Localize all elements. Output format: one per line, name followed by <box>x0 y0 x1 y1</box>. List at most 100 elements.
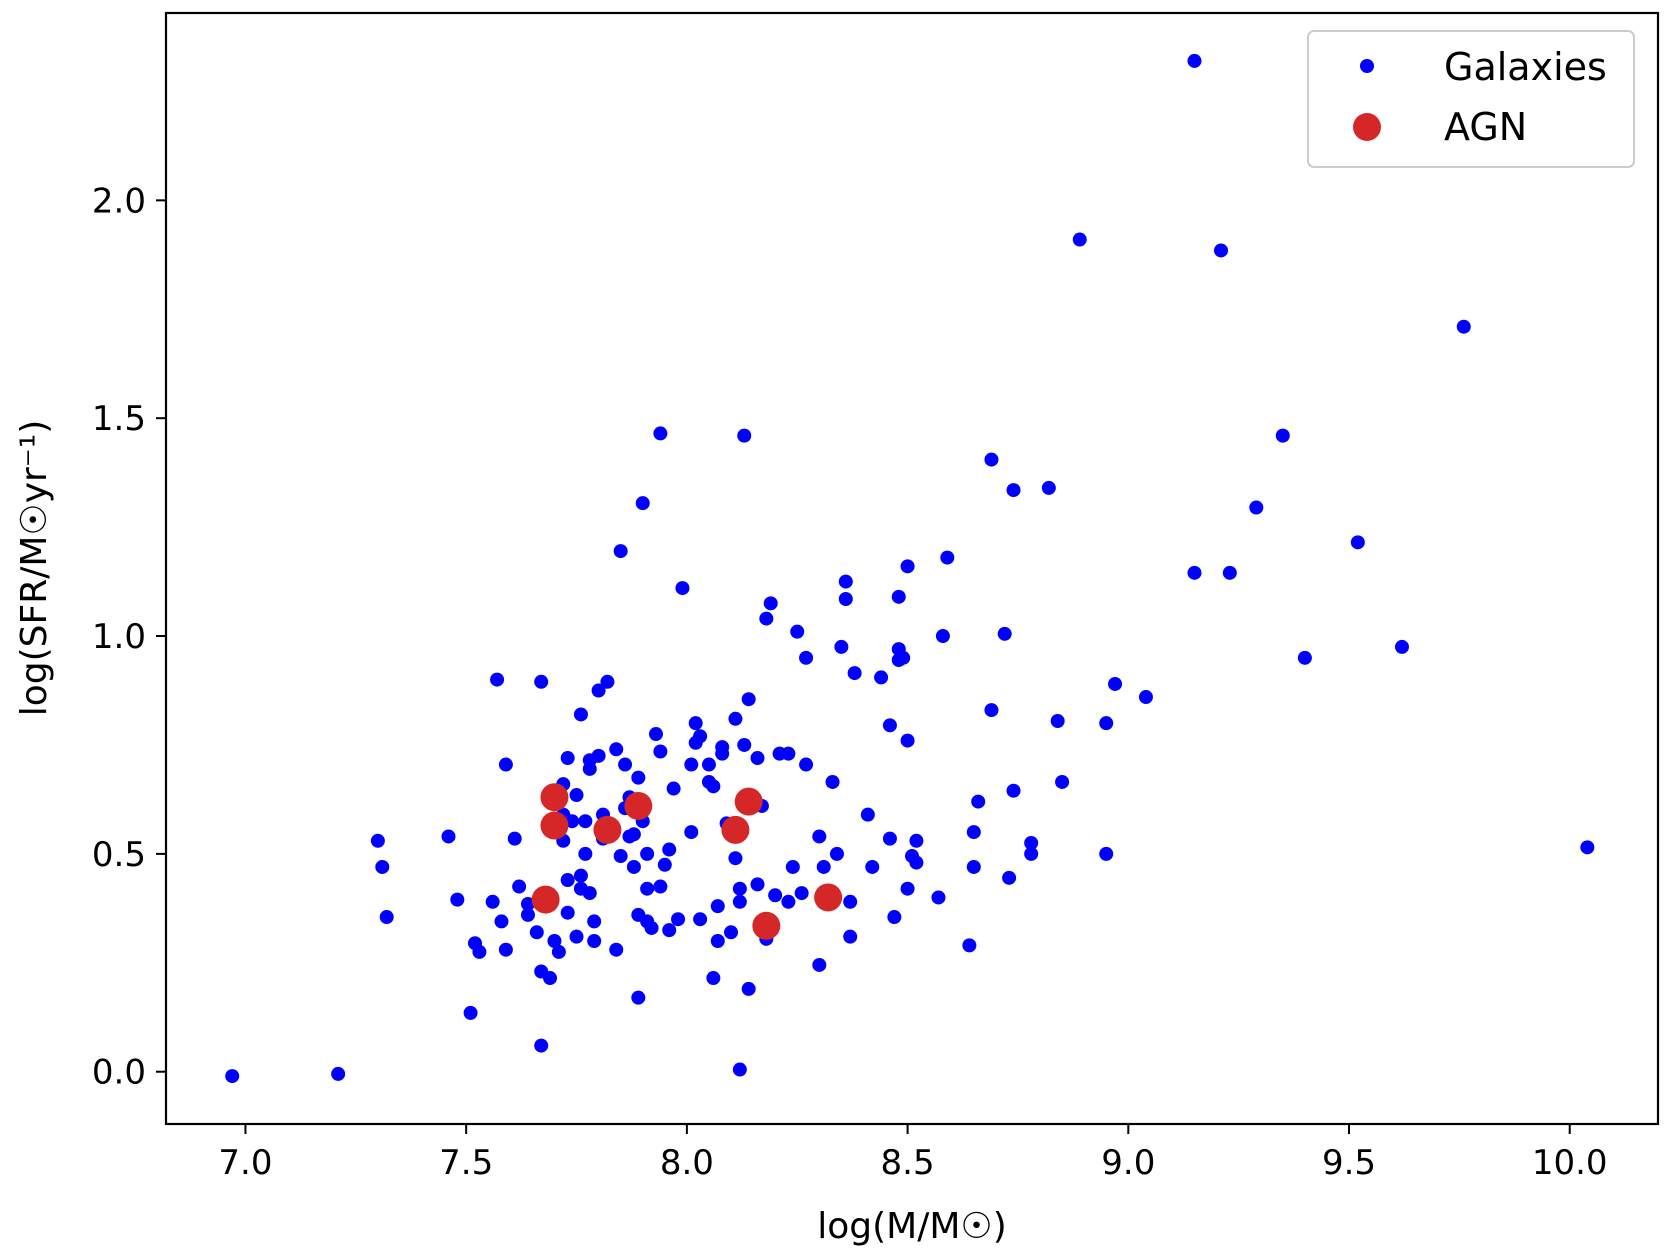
galaxy-point <box>984 703 999 718</box>
galaxy-point <box>710 934 725 949</box>
galaxy-point <box>710 899 725 914</box>
galaxy-point <box>547 934 562 949</box>
galaxy-point <box>609 742 624 757</box>
galaxy-point <box>728 711 743 726</box>
galaxy-point <box>997 626 1012 641</box>
galaxy-point <box>1138 690 1153 705</box>
galaxy-point <box>507 831 522 846</box>
galaxy-point <box>1024 846 1039 861</box>
galaxy-point <box>534 1038 549 1053</box>
galaxy-point <box>1213 243 1228 258</box>
galaxy-point <box>838 591 853 606</box>
galaxy-point <box>600 674 615 689</box>
galaxy-point <box>896 650 911 665</box>
galaxy-point <box>1099 846 1114 861</box>
galaxy-point <box>494 914 509 929</box>
galaxy-point <box>582 886 597 901</box>
galaxy-point <box>931 890 946 905</box>
galaxy-point <box>971 794 986 809</box>
galaxy-point <box>1187 53 1202 68</box>
galaxy-point <box>737 737 752 752</box>
x-tick-label: 10.0 <box>1532 1143 1608 1183</box>
galaxy-point <box>759 611 774 626</box>
galaxy-point <box>640 846 655 861</box>
galaxy-point <box>900 559 915 574</box>
galaxy-point <box>379 910 394 925</box>
galaxy-point <box>701 757 716 772</box>
galaxy-point <box>375 859 390 874</box>
galaxy-point <box>1024 835 1039 850</box>
galaxy-point <box>812 829 827 844</box>
galaxy-point <box>560 873 575 888</box>
galaxy-point <box>573 868 588 883</box>
galaxy-point <box>684 757 699 772</box>
galaxy-point <box>838 574 853 589</box>
galaxy-point <box>882 831 897 846</box>
x-tick-label: 8.0 <box>660 1143 714 1183</box>
galaxy-point <box>843 929 858 944</box>
galaxy-point <box>763 596 778 611</box>
galaxy-point <box>613 544 628 559</box>
galaxy-point <box>737 428 752 443</box>
galaxy-point <box>635 496 650 511</box>
galaxy-point <box>940 550 955 565</box>
galaxy-point <box>666 781 681 796</box>
galaxy-point <box>560 905 575 920</box>
galaxy-point <box>750 751 765 766</box>
galaxy-point <box>812 957 827 972</box>
galaxy-point <box>732 1062 747 1077</box>
legend: Galaxies AGN <box>1307 30 1635 168</box>
galaxy-point <box>331 1066 346 1081</box>
galaxy-point <box>613 849 628 864</box>
galaxy-point <box>1099 716 1114 731</box>
galaxy-point <box>882 718 897 733</box>
galaxy-point <box>512 879 527 894</box>
agn-point <box>624 791 653 820</box>
legend-agn-marker <box>1353 113 1381 141</box>
y-axis-ticks: 0.0 0.5 1.0 1.5 2.0 <box>92 181 166 1093</box>
galaxy-point <box>860 807 875 822</box>
galaxy-point <box>498 757 513 772</box>
galaxy-point <box>865 859 880 874</box>
galaxy-point <box>662 842 677 857</box>
galaxy-point <box>569 929 584 944</box>
galaxy-point <box>768 888 783 903</box>
galaxy-point <box>591 683 606 698</box>
agn-point <box>721 815 750 844</box>
galaxy-point <box>560 751 575 766</box>
galaxy-point <box>829 846 844 861</box>
plot-frame <box>164 11 1660 1126</box>
galaxy-point <box>693 912 708 927</box>
galaxies-series <box>225 53 1595 1084</box>
galaxy-point <box>732 881 747 896</box>
agn-series <box>531 783 843 940</box>
galaxy-point <box>640 881 655 896</box>
galaxy-point <box>370 833 385 848</box>
galaxy-point <box>534 674 549 689</box>
galaxy-point <box>1249 500 1264 515</box>
galaxy-point <box>441 829 456 844</box>
galaxy-point <box>551 944 566 959</box>
galaxy-point <box>1055 774 1070 789</box>
galaxy-point <box>463 1005 478 1020</box>
galaxy-point <box>1456 319 1471 334</box>
galaxy-point <box>675 581 690 596</box>
galaxy-point <box>900 881 915 896</box>
galaxy-point <box>816 859 831 874</box>
galaxy-point <box>490 672 505 687</box>
galaxy-point <box>1275 428 1290 443</box>
galaxy-point <box>825 774 840 789</box>
galaxy-point <box>741 692 756 707</box>
galaxy-point <box>609 942 624 957</box>
galaxy-point <box>618 757 633 772</box>
y-tick-label: 1.5 <box>92 399 146 439</box>
galaxy-point <box>966 859 981 874</box>
galaxy-point <box>909 833 924 848</box>
x-tick-label: 8.5 <box>881 1143 935 1183</box>
galaxy-point <box>728 851 743 866</box>
y-tick-label: 0.5 <box>92 835 146 875</box>
x-axis-label: log(M/M☉) <box>817 1206 1007 1247</box>
galaxy-point <box>794 886 809 901</box>
galaxy-point <box>653 744 668 759</box>
galaxy-point <box>1350 535 1365 550</box>
